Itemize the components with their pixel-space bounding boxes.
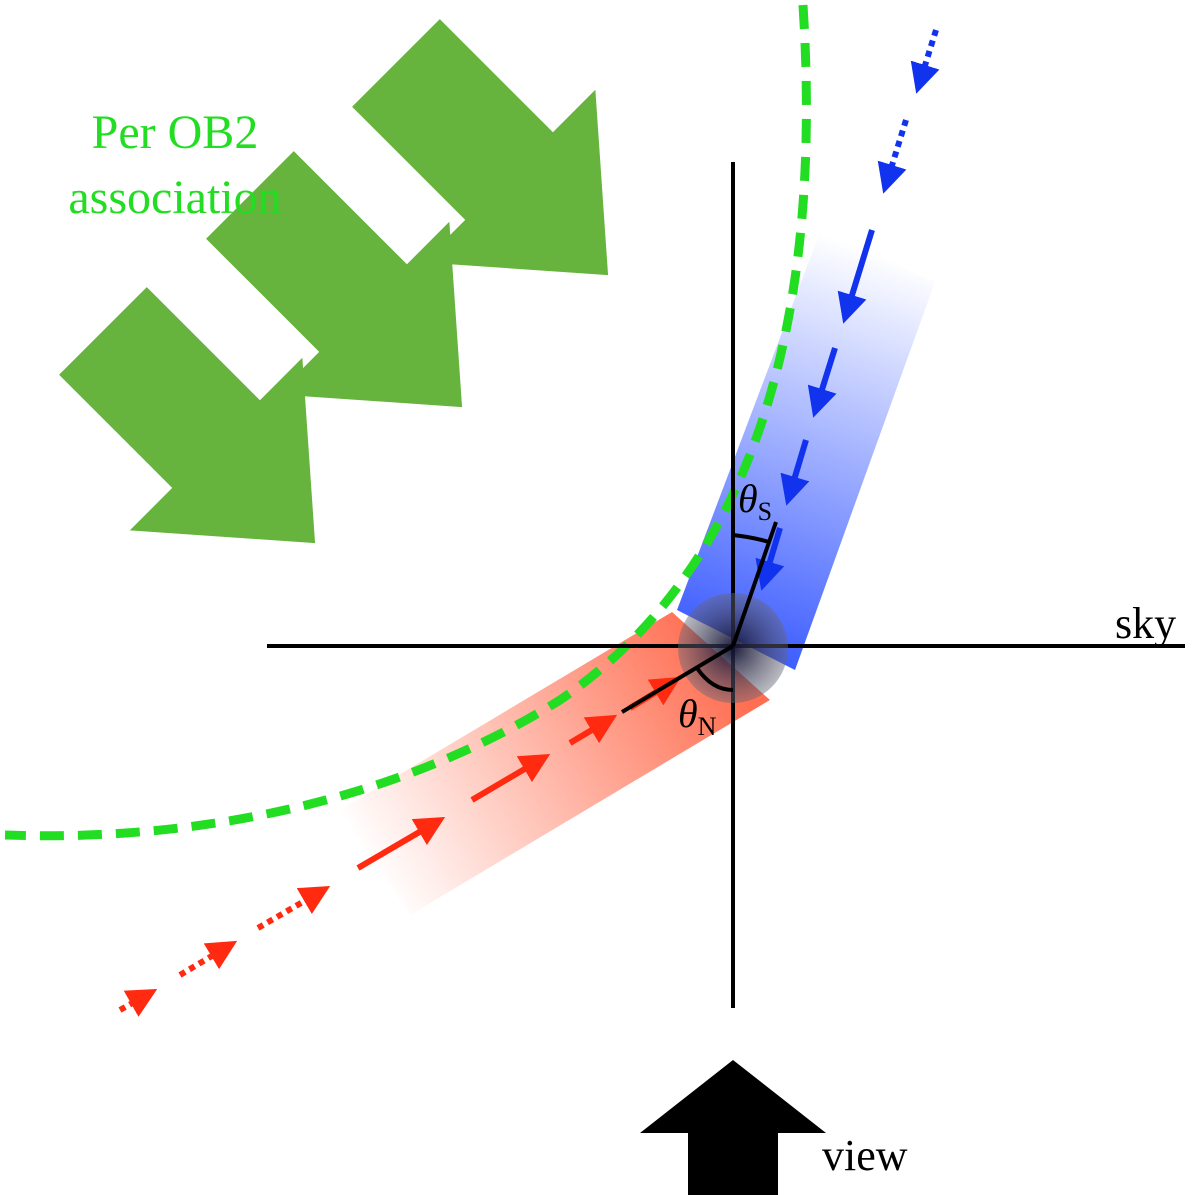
theta-s: θS <box>738 476 772 526</box>
association-label: Per OB2 <box>92 106 259 159</box>
theta-symbol: θ <box>678 691 698 736</box>
theta-symbol: θ <box>738 476 758 521</box>
boundary-curve <box>4 4 811 841</box>
theta-subscript: S <box>758 497 772 526</box>
association-label: association <box>68 171 281 224</box>
angle-marks <box>620 521 778 714</box>
theta-n: θN <box>678 691 717 741</box>
view-arrow <box>640 1060 826 1195</box>
red-flow <box>118 676 682 1017</box>
sky-label: sky <box>1115 599 1176 648</box>
view-label: view <box>822 1131 908 1180</box>
blue-band <box>677 232 935 670</box>
flow-arrows <box>16 0 695 630</box>
blue-flow <box>755 29 940 591</box>
theta-subscript: N <box>698 712 717 741</box>
